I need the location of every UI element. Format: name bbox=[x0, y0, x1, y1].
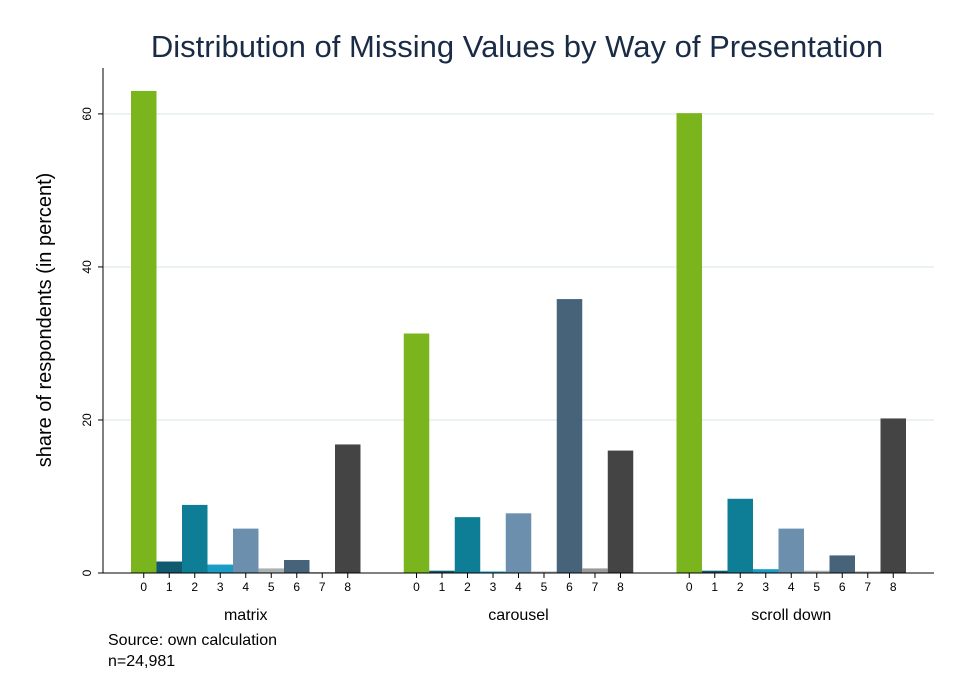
x-tick-label: 7 bbox=[864, 580, 871, 594]
group-labels: matrix carousel scroll down bbox=[224, 607, 831, 624]
bar-carousel-1 bbox=[429, 570, 455, 573]
bar-scroll-down-4 bbox=[778, 528, 804, 573]
source-note: Source: own calculation bbox=[108, 632, 277, 649]
x-tick-label: 0 bbox=[686, 580, 693, 594]
bar-matrix-3 bbox=[207, 564, 233, 573]
bar-carousel-8 bbox=[607, 450, 634, 573]
bar-scroll-down-2 bbox=[727, 498, 753, 573]
bar-scroll-down-7 bbox=[855, 571, 881, 573]
y-ticks: 0 20 40 60 bbox=[80, 107, 103, 576]
x-tick-label: 5 bbox=[813, 580, 820, 594]
x-tick-label: 2 bbox=[737, 580, 744, 594]
x-tick-label: 5 bbox=[268, 580, 275, 594]
bar-carousel-4 bbox=[505, 513, 532, 573]
x-tick-label: 6 bbox=[293, 580, 300, 594]
x-tick-label: 4 bbox=[242, 580, 249, 594]
x-ticks: 0 1 2 3 4 5 6 7 8 0 1 2 3 4 5 6 7 8 0 1 2 3 4 5 6 7 8 bbox=[140, 573, 897, 594]
bar-matrix-8 bbox=[335, 444, 361, 573]
bar-carousel-6 bbox=[556, 299, 583, 573]
x-tick-label: 7 bbox=[592, 580, 599, 594]
x-tick-label: 2 bbox=[464, 580, 471, 594]
sample-size-note: n=24,981 bbox=[108, 653, 175, 670]
bar-scroll-down-1 bbox=[702, 570, 728, 573]
x-tick-label: 6 bbox=[839, 580, 846, 594]
bar-scroll-down-0 bbox=[676, 113, 702, 574]
y-axis-label: share of respondents (in percent) bbox=[34, 173, 56, 468]
y-tick-label: 40 bbox=[80, 260, 94, 274]
x-tick-label: 1 bbox=[711, 580, 718, 594]
x-tick-label: 6 bbox=[566, 580, 573, 594]
x-tick-label: 8 bbox=[344, 580, 351, 594]
x-tick-label: 3 bbox=[490, 580, 497, 594]
x-tick-label: 8 bbox=[617, 580, 624, 594]
bar-matrix-2 bbox=[182, 504, 208, 573]
bar-scroll-down-5 bbox=[804, 570, 830, 573]
x-tick-label: 4 bbox=[788, 580, 795, 594]
x-tick-label: 2 bbox=[191, 580, 198, 594]
bar-matrix-0 bbox=[131, 90, 157, 574]
bars bbox=[131, 90, 906, 574]
x-tick-label: 3 bbox=[762, 580, 769, 594]
bar-carousel-2 bbox=[454, 517, 481, 573]
bar-carousel-5 bbox=[531, 571, 557, 573]
bar-carousel-7 bbox=[582, 568, 608, 573]
bar-scroll-down-3 bbox=[753, 569, 779, 573]
y-tick-label: 20 bbox=[80, 413, 94, 427]
bar-carousel-0 bbox=[403, 333, 430, 573]
x-tick-label: 4 bbox=[515, 580, 522, 594]
x-tick-label: 7 bbox=[319, 580, 326, 594]
gridlines bbox=[104, 113, 934, 421]
bar-scroll-down-8 bbox=[880, 418, 906, 573]
bar-matrix-5 bbox=[258, 568, 284, 573]
group-label: matrix bbox=[224, 607, 268, 624]
x-tick-label: 0 bbox=[140, 580, 147, 594]
group-label: scroll down bbox=[751, 607, 831, 624]
x-tick-label: 1 bbox=[166, 580, 173, 594]
x-tick-label: 5 bbox=[541, 580, 548, 594]
x-tick-label: 3 bbox=[217, 580, 224, 594]
bar-matrix-6 bbox=[284, 559, 310, 573]
chart-title: Distribution of Missing Values by Way of… bbox=[151, 29, 883, 64]
x-tick-label: 8 bbox=[890, 580, 897, 594]
group-label: carousel bbox=[488, 607, 548, 624]
bar-matrix-1 bbox=[156, 561, 182, 573]
bar-scroll-down-6 bbox=[829, 555, 855, 573]
y-tick-label: 0 bbox=[80, 569, 94, 576]
y-tick-label: 60 bbox=[80, 107, 94, 121]
bar-matrix-4 bbox=[233, 528, 259, 573]
x-tick-label: 1 bbox=[439, 580, 446, 594]
bar-carousel-3 bbox=[480, 571, 506, 573]
x-tick-label: 0 bbox=[413, 580, 420, 594]
